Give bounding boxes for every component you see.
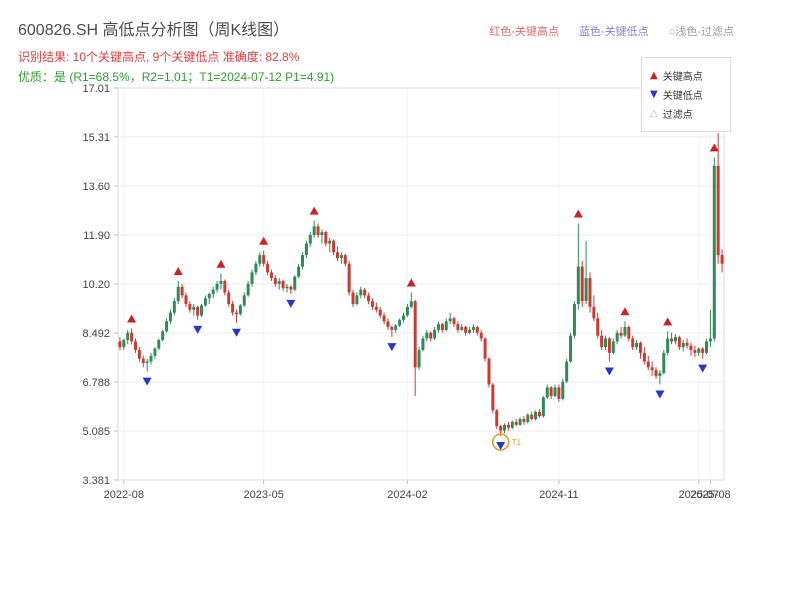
page-title: 600826.SH 高低点分析图（周K线图）	[18, 22, 290, 39]
svg-text:3.381: 3.381	[82, 475, 110, 487]
legend-item-key-high: ▲ 关键高点	[650, 68, 722, 83]
svg-text:8.492: 8.492	[82, 328, 110, 340]
legend-red-key-high-label: 红色-关键高点	[489, 26, 560, 38]
grid-and-axes: 17.01 15.31 13.60 11.90 10.20 8.492 6.788 5.085…	[82, 83, 730, 501]
svg-text:10.20: 10.20	[82, 279, 110, 291]
svg-text:2024-11: 2024-11	[539, 489, 579, 501]
quality-result-text: 优质：是 (R1=68.5%，R2=1.01；T1=2024-07-12 P1=…	[18, 70, 335, 84]
svg-text:17.01: 17.01	[82, 83, 110, 95]
legend-light-filter-label: ○浅色-过滤点	[668, 26, 734, 38]
svg-text:2025-07: 2025-07	[679, 489, 719, 501]
candles	[118, 132, 724, 437]
chart-legend: ▲ 关键高点 ▼ 关键低点 △ 过滤点	[641, 57, 731, 132]
legend-item-key-low: ▼ 关键低点	[650, 87, 722, 102]
svg-text:2024-02: 2024-02	[387, 489, 427, 501]
legend-blue-key-low-label: 蓝色-关键低点	[579, 26, 649, 38]
svg-text:6.788: 6.788	[82, 377, 110, 389]
svg-text:2023-05: 2023-05	[243, 489, 283, 501]
recognition-result-text: 识别结果: 10个关键高点, 9个关键低点 准确度: 82.8%	[18, 50, 300, 64]
svg-text:15.31: 15.31	[82, 132, 110, 144]
svg-text:11.90: 11.90	[83, 230, 110, 242]
filter-point-highlight: T1	[491, 433, 522, 451]
key-low-markers	[142, 299, 708, 451]
svg-text:2022-08: 2022-08	[104, 489, 144, 501]
legend-item-filter: △ 过滤点	[650, 106, 722, 121]
key-high-markers	[127, 143, 719, 326]
key-low-label: 关键低点	[662, 91, 703, 102]
filter-label: 过滤点	[662, 110, 693, 121]
key-low-triangle-icon: ▼	[650, 88, 658, 100]
key-high-label: 关键高点	[662, 72, 703, 83]
filter-triangle-icon: △	[650, 107, 658, 119]
svg-text:T1: T1	[512, 438, 522, 447]
svg-text:2025-08: 2025-08	[690, 489, 730, 501]
svg-text:5.085: 5.085	[82, 426, 110, 438]
key-high-triangle-icon: ▲	[650, 69, 658, 81]
svg-text:13.60: 13.60	[82, 181, 110, 193]
color-legend: 红色-关键高点 蓝色-关键低点 ○浅色-过滤点	[489, 23, 734, 39]
